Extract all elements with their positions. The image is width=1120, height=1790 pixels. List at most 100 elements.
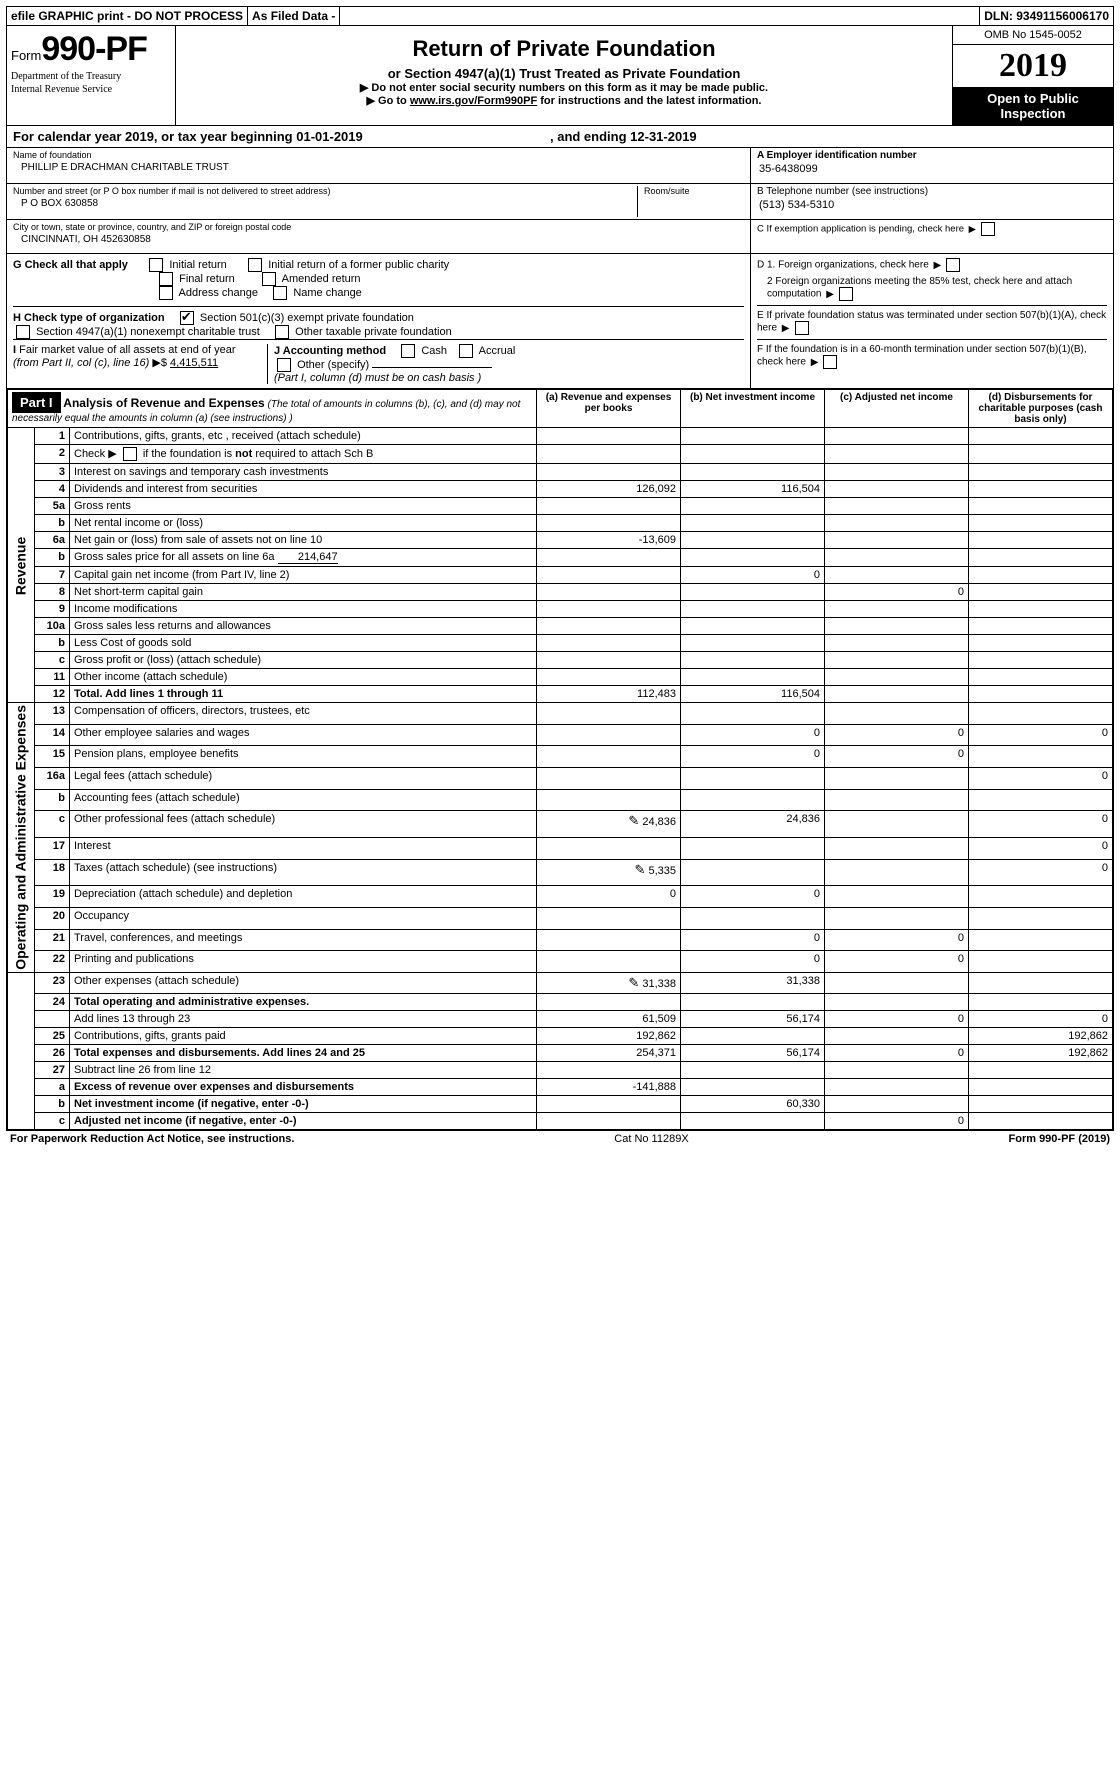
row-number: 23 xyxy=(35,972,70,993)
form-no-big: 990-PF xyxy=(41,30,147,68)
g-opt-0: Initial return xyxy=(169,259,226,271)
row-number: 17 xyxy=(35,837,70,859)
table-row: 10aGross sales less returns and allowanc… xyxy=(8,618,1113,635)
g-address-change[interactable] xyxy=(159,286,173,300)
cell-d xyxy=(969,703,1113,725)
col-c: (c) Adjusted net income xyxy=(825,390,969,428)
table-row: 21Travel, conferences, and meetings00 xyxy=(8,929,1113,951)
j-accrual[interactable] xyxy=(459,344,473,358)
row-desc: Gross sales less returns and allowances xyxy=(70,618,537,635)
cell-c: 0 xyxy=(825,1112,969,1129)
row-number: 1 xyxy=(35,428,70,445)
cell-d xyxy=(969,1061,1113,1078)
cell-c xyxy=(825,652,969,669)
cal-end: 12-31-2019 xyxy=(630,129,697,144)
attachment-icon[interactable]: ✎ xyxy=(628,975,639,990)
cell-c xyxy=(825,532,969,549)
cell-d xyxy=(969,669,1113,686)
h-other-taxable[interactable] xyxy=(275,325,289,339)
cell-b xyxy=(681,652,825,669)
cell-c xyxy=(825,859,969,886)
part1-title: Analysis of Revenue and Expenses xyxy=(63,396,264,410)
table-row: Add lines 13 through 2361,50956,17400 xyxy=(8,1010,1113,1027)
cell-c xyxy=(825,481,969,498)
e-checkbox[interactable] xyxy=(795,321,809,335)
g-initial-return[interactable] xyxy=(149,258,163,272)
row-desc: Income modifications xyxy=(70,601,537,618)
cell-a: ✎ 5,335 xyxy=(537,859,681,886)
line2-checkbox[interactable] xyxy=(123,447,137,461)
row-desc: Other employee salaries and wages xyxy=(70,724,537,746)
c-checkbox[interactable] xyxy=(981,222,995,236)
cell-b xyxy=(681,1027,825,1044)
cell-d xyxy=(969,951,1113,973)
j-other-lbl: Other (specify) xyxy=(297,359,369,371)
cell-a: -13,609 xyxy=(537,532,681,549)
table-row: 14Other employee salaries and wages000 xyxy=(8,724,1113,746)
d2-checkbox[interactable] xyxy=(839,287,853,301)
row-number: c xyxy=(35,652,70,669)
phone-label: B Telephone number (see instructions) xyxy=(757,186,1107,197)
instr-1: ▶ Do not enter social security numbers o… xyxy=(182,81,946,94)
g-initial-former[interactable] xyxy=(248,258,262,272)
table-row: 22Printing and publications00 xyxy=(8,951,1113,973)
table-row: 3Interest on savings and temporary cash … xyxy=(8,464,1113,481)
open-inspection: Open to Public Inspection xyxy=(953,87,1113,125)
h-501c3[interactable] xyxy=(180,311,194,325)
row-desc: Dividends and interest from securities xyxy=(70,481,537,498)
table-row: 12Total. Add lines 1 through 11112,48311… xyxy=(8,686,1113,703)
cell-d: 0 xyxy=(969,724,1113,746)
tax-year: 2019 xyxy=(953,45,1113,87)
cell-c xyxy=(825,1061,969,1078)
g-opt-1: Initial return of a former public charit… xyxy=(268,259,449,271)
info-addr-row: Number and street (or P O box number if … xyxy=(7,184,1113,220)
cell-d xyxy=(969,1095,1113,1112)
cell-b xyxy=(681,618,825,635)
calendar-year-row: For calendar year 2019, or tax year begi… xyxy=(7,126,1113,148)
dept-irs: Internal Revenue Service xyxy=(11,84,171,95)
cell-c xyxy=(825,601,969,618)
cell-c xyxy=(825,618,969,635)
cell-a xyxy=(537,549,681,567)
cell-b xyxy=(681,445,825,464)
j-other[interactable] xyxy=(277,358,291,372)
cell-d xyxy=(969,972,1113,993)
attachment-icon[interactable]: ✎ xyxy=(635,862,646,877)
cell-a xyxy=(537,652,681,669)
cell-a xyxy=(537,567,681,584)
row-number: 14 xyxy=(35,724,70,746)
g-final-return[interactable] xyxy=(159,272,173,286)
cell-d xyxy=(969,993,1113,1010)
attachment-icon[interactable]: ✎ xyxy=(628,813,639,828)
cell-c: 0 xyxy=(825,1010,969,1027)
cell-c: 0 xyxy=(825,724,969,746)
j-cash[interactable] xyxy=(401,344,415,358)
h-4947[interactable] xyxy=(16,325,30,339)
d1-checkbox[interactable] xyxy=(946,258,960,272)
cell-c xyxy=(825,428,969,445)
f-checkbox[interactable] xyxy=(823,355,837,369)
row-number: 11 xyxy=(35,669,70,686)
c-label: C If exemption application is pending, c… xyxy=(757,224,964,235)
cell-c xyxy=(825,767,969,789)
section-h: H Check type of organization Section 501… xyxy=(13,306,744,339)
g-opt-3: Amended return xyxy=(282,273,361,285)
row-desc: Taxes (attach schedule) (see instruction… xyxy=(70,859,537,886)
cell-b xyxy=(681,515,825,532)
cell-b xyxy=(681,635,825,652)
g-label: G Check all that apply xyxy=(13,259,128,271)
cell-c xyxy=(825,811,969,838)
cell-d xyxy=(969,886,1113,908)
table-row: 24Total operating and administrative exp… xyxy=(8,993,1113,1010)
table-row: 23Other expenses (attach schedule)✎ 31,3… xyxy=(8,972,1113,993)
addr-value: P O BOX 630858 xyxy=(13,196,631,215)
form-prefix: Form xyxy=(11,48,41,63)
cell-c: 0 xyxy=(825,584,969,601)
instr-link[interactable]: www.irs.gov/Form990PF xyxy=(410,95,537,107)
g-name-change[interactable] xyxy=(273,286,287,300)
table-row: bGross sales price for all assets on lin… xyxy=(8,549,1113,567)
i-value: 4,415,511 xyxy=(170,357,218,369)
row-number: c xyxy=(35,1112,70,1129)
cell-d: 0 xyxy=(969,859,1113,886)
g-amended[interactable] xyxy=(262,272,276,286)
